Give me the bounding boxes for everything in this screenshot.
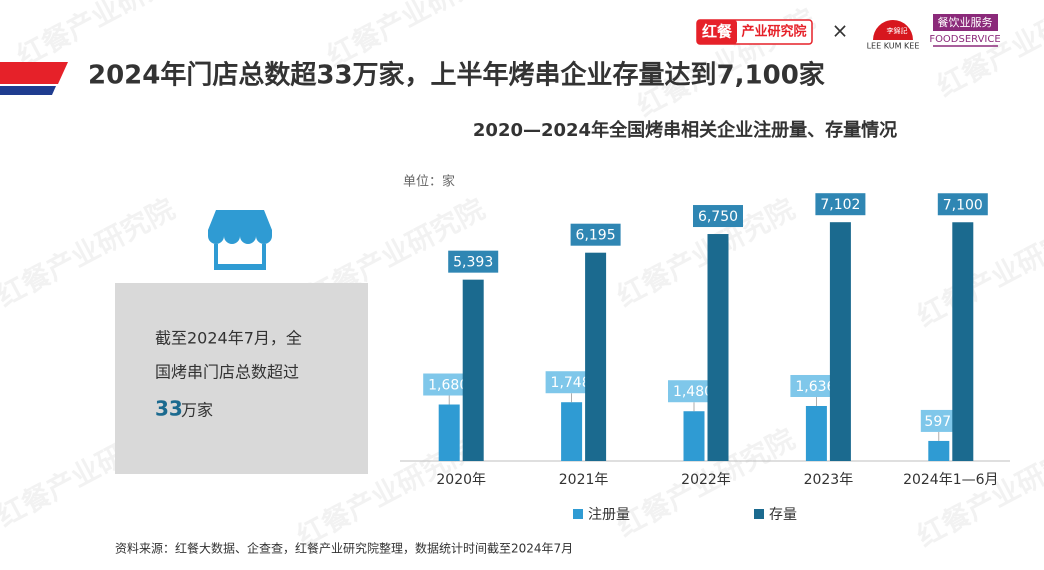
value-label-box (937, 193, 988, 216)
value-label: 597 (924, 414, 951, 430)
bar (829, 222, 851, 461)
callout-number: 33 (155, 397, 183, 421)
x-tick-label: 2021年 (559, 472, 609, 488)
bar (438, 404, 460, 461)
brand-sub: 产业研究院 (741, 24, 806, 40)
legend-swatch (754, 509, 764, 519)
bar (683, 411, 705, 461)
watermark: 红餐产业研究院 (912, 212, 1044, 333)
x-tick-label: 2022年 (681, 472, 731, 488)
store-icon (208, 210, 272, 270)
callout-box (115, 283, 368, 474)
value-label: 1,680 (428, 378, 468, 394)
lkk-en: LEE KUM KEE (867, 42, 920, 51)
callout-line: 截至2024年7月，全 (155, 329, 302, 348)
value-label-box (570, 223, 621, 246)
fs-en: FOODSERVICE (929, 34, 1000, 45)
brand: 红餐 (702, 23, 733, 41)
x-tick-label: 2023年 (804, 472, 854, 488)
legend-label: 存量 (769, 507, 797, 523)
brand-red (697, 20, 737, 44)
value-label-box (920, 409, 955, 432)
value-label-box (448, 250, 499, 273)
value-label-box (790, 374, 841, 397)
value-label-box (815, 193, 866, 216)
bar (805, 405, 827, 461)
value-label: 6,195 (576, 228, 616, 244)
fs-cn: 餐饮业服务 (938, 15, 993, 29)
banner-blue (0, 86, 56, 95)
cross: × (832, 19, 849, 43)
value-label: 1,636 (795, 379, 835, 395)
bar (585, 252, 607, 461)
value-label: 7,102 (820, 197, 860, 213)
fs-box (933, 14, 998, 31)
lkk-cn: 李錦記 (887, 26, 908, 35)
bar (707, 234, 729, 461)
x-tick-label: 2024年1—6月 (903, 472, 998, 488)
legend-label: 注册量 (588, 507, 630, 523)
banner-red (0, 62, 68, 84)
bar (952, 222, 974, 461)
value-label: 1,748 (551, 375, 591, 391)
callout-unit: 万家 (181, 401, 213, 420)
value-label: 1,480 (673, 384, 713, 400)
bar (928, 440, 950, 461)
value-label: 6,750 (698, 209, 738, 225)
value-label: 7,100 (943, 197, 983, 213)
source: 资料来源：红餐大数据、企查查，红餐产业研究院整理，数据统计时间截至2024年7月 (115, 541, 573, 556)
legend-swatch (573, 509, 583, 519)
x-tick-label: 2020年 (436, 472, 486, 488)
bar (462, 279, 484, 461)
unit-label: 单位：家 (403, 174, 455, 190)
callout-line: 国烤串门店总数超过 (155, 363, 299, 382)
value-label-box (668, 380, 718, 403)
page-title: 2024年门店总数超33万家，上半年烤串企业存量达到7,100家 (88, 60, 825, 91)
value-label-box (545, 371, 596, 394)
value-label: 5,393 (453, 255, 493, 271)
bar (561, 402, 583, 461)
chart-title: 2020—2024年全国烤串相关企业注册量、存量情况 (473, 119, 897, 141)
lkk-logo (873, 20, 913, 40)
value-label-box (693, 205, 743, 228)
value-label-box (423, 373, 474, 396)
